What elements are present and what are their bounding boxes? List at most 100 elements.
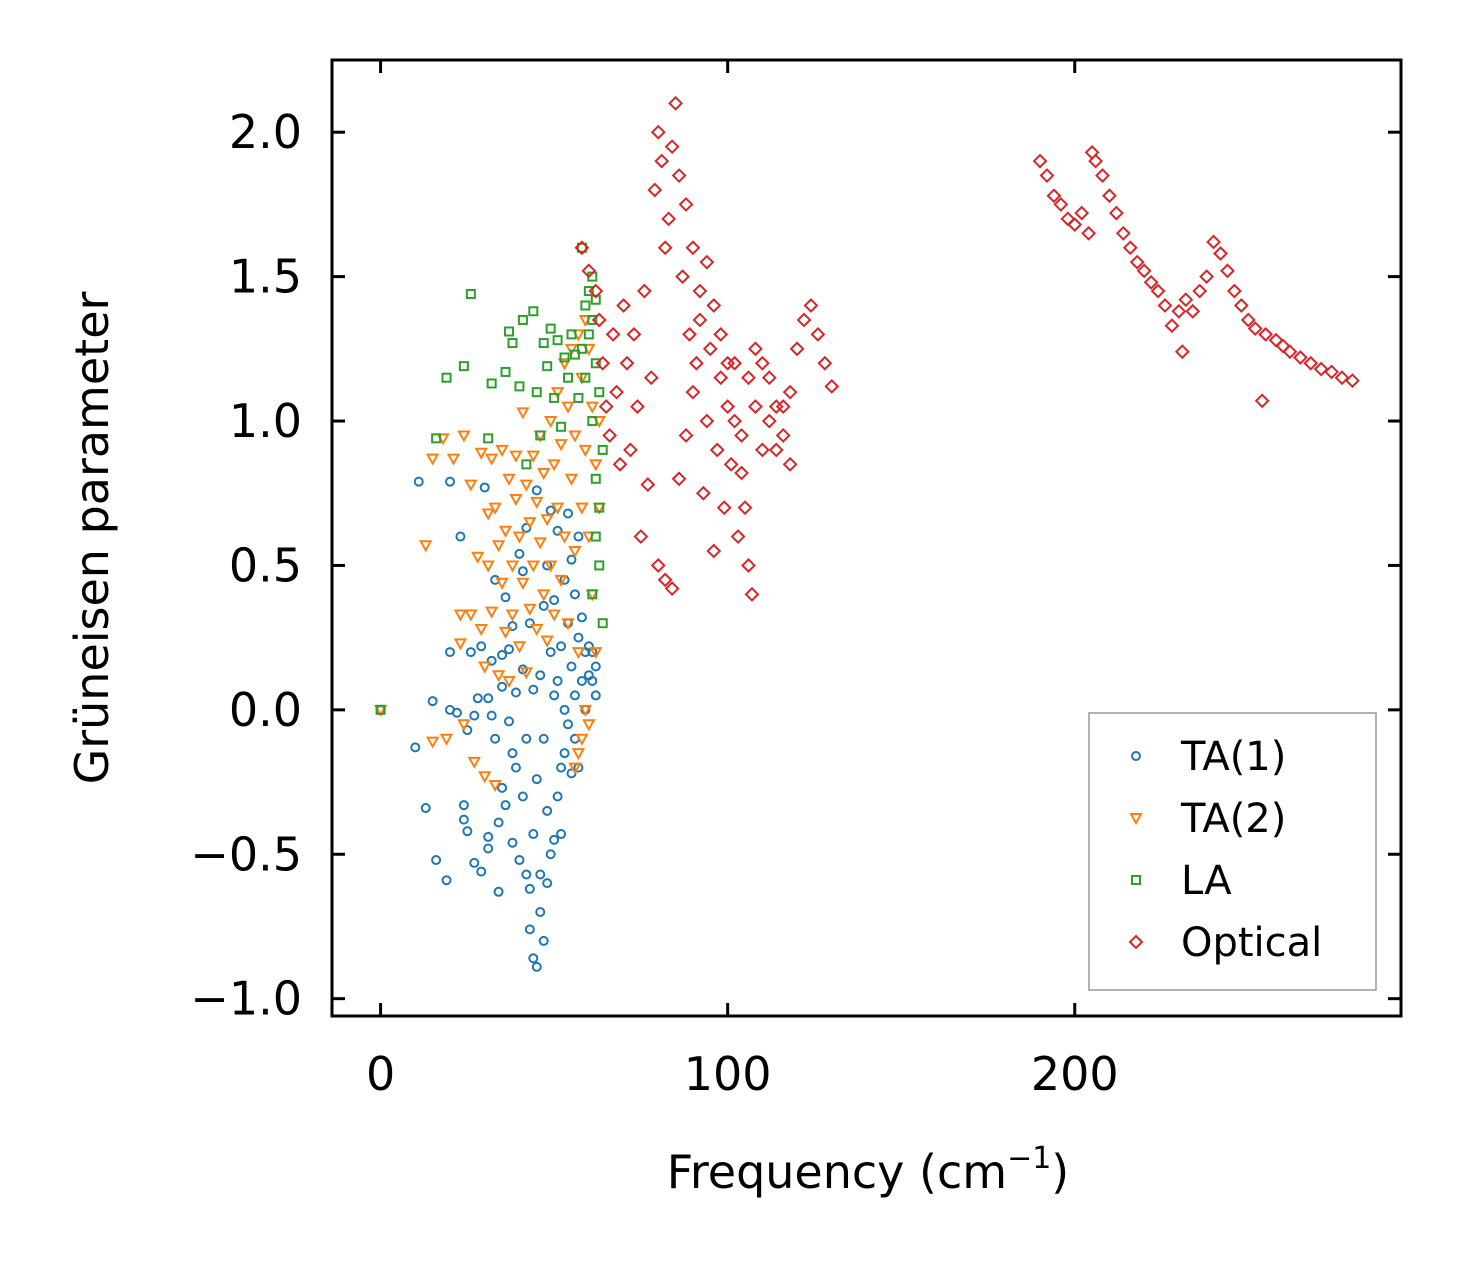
legend-marker [1128,934,1144,950]
data-point [500,592,511,603]
data-point [552,791,563,802]
data-point [458,361,469,372]
data-point [464,479,478,492]
data-point [495,444,509,457]
data-point [512,641,527,654]
data-point [699,413,715,429]
data-point [524,618,535,629]
data-point [557,531,572,544]
data-point [523,603,537,616]
data-point [521,869,532,880]
data-point [545,849,556,860]
legend-entries: TA(1) TA(2) LA Optical [1128,734,1322,966]
y-tick-label: 0.5 [229,538,302,592]
data-point [1174,344,1190,360]
series-la [375,242,608,715]
data-point [483,843,494,854]
data-point [741,558,756,573]
data-point [1185,303,1201,319]
data-point [488,502,502,515]
series-ta-1 [375,476,601,972]
data-point [782,456,798,472]
data-point [517,314,528,325]
legend-marker [1131,751,1141,761]
plot-frame [330,58,1403,1018]
data-point [457,430,471,443]
data-point [483,831,494,842]
data-point [587,675,598,686]
data-point [431,855,442,866]
legend-entry: TA(1) [1131,734,1286,780]
data-point [500,366,511,377]
data-point [497,782,508,793]
legend-entry: TA(2) [1129,796,1286,842]
data-point [531,485,542,496]
data-point [458,814,469,825]
data-point [483,693,494,704]
data-point [1334,370,1350,386]
data-point [587,589,598,600]
data-point [540,514,554,527]
data-point [605,326,621,342]
data-point [640,477,656,492]
data-point [1150,283,1166,299]
data-point [585,401,600,414]
data-point [549,595,560,606]
data-point [734,465,749,481]
data-point [453,638,468,651]
data-point [476,641,487,652]
data-point [458,800,469,811]
data-point [713,326,729,342]
data-point [1303,355,1319,371]
data-point [590,473,601,484]
data-point [509,494,523,507]
data-point [720,399,736,415]
data-point [668,95,684,111]
data-point [465,647,476,658]
data-point [451,707,462,718]
data-point [413,476,424,487]
data-point [528,684,539,695]
data-point [498,626,513,639]
data-point [619,355,635,371]
data-point [1344,373,1360,389]
data-point [1313,361,1329,377]
data-point [550,387,565,400]
data-point [483,433,494,444]
data-point [720,355,736,371]
data-point [709,442,725,458]
data-point [516,577,530,590]
data-point [761,413,777,429]
data-point [491,540,506,553]
data-point [504,716,515,727]
data-point [1095,168,1110,183]
data-point [507,621,518,632]
data-point [533,537,547,550]
data-point [486,655,497,666]
data-point [563,372,574,383]
data-point [1324,364,1339,380]
data-point [664,581,680,596]
data-point [542,361,553,372]
data-point [1060,211,1076,227]
data-point [775,399,791,415]
data-point [557,358,572,371]
data-point [530,623,544,637]
data-point [431,433,442,444]
data-point [538,733,549,744]
data-point [737,500,753,516]
y-tick-label: 2.0 [229,105,302,159]
data-point [574,240,590,256]
data-point [472,693,483,704]
data-point [510,762,521,773]
data-point [1032,153,1048,169]
data-point [626,326,642,342]
data-point [664,139,680,155]
data-point [561,618,575,631]
data-point [549,690,560,701]
data-point [559,748,570,759]
data-point [675,269,690,285]
data-point [589,459,603,472]
data-point [581,263,597,279]
data-point [692,312,708,328]
